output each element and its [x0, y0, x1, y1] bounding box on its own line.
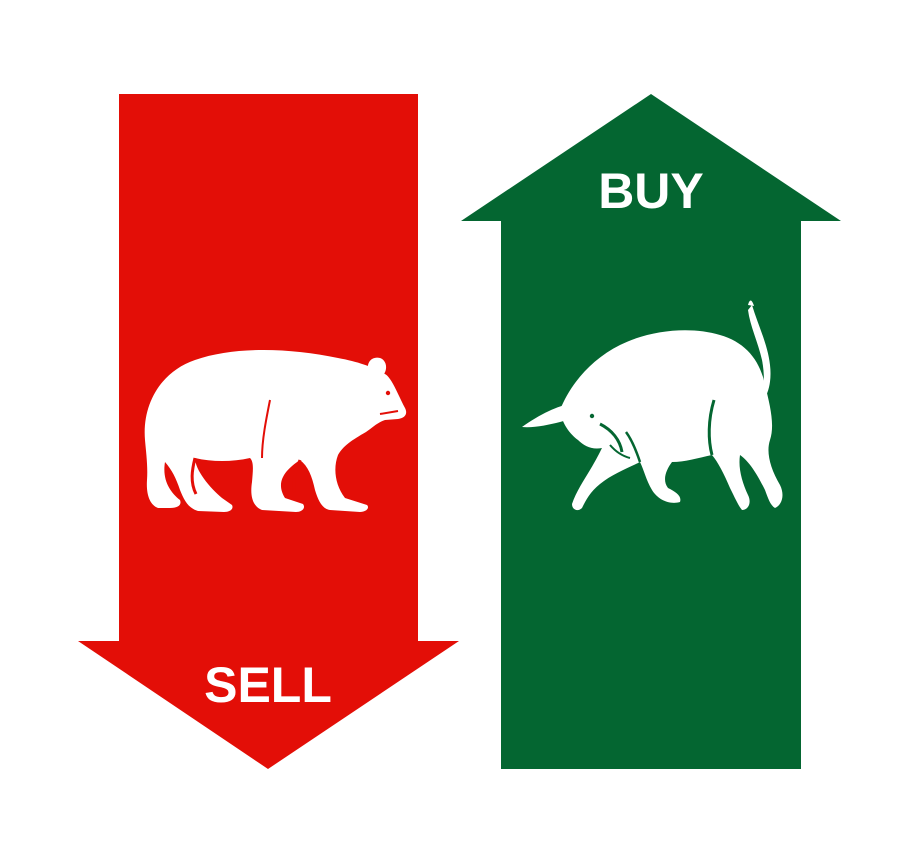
- buy-label: BUY: [598, 163, 704, 219]
- buy-arrow: BUY: [461, 94, 841, 769]
- bull-icon: [522, 300, 783, 511]
- bear-icon: [144, 350, 407, 512]
- sell-label: SELL: [204, 657, 332, 713]
- sell-arrow: SELL: [78, 94, 459, 769]
